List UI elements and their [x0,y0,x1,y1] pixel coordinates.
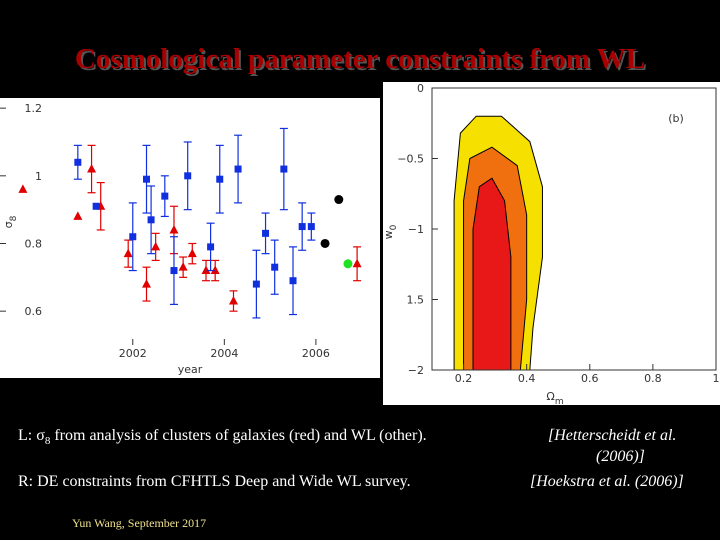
point [201,265,211,275]
point [87,164,97,173]
point [73,211,83,220]
y-tick-label: 0.8 [25,237,43,250]
x-tick-label: 0.4 [518,372,536,385]
point [307,223,315,231]
left-chart: 0.6 0.8 1 1.2 2002 2004 2006 year σ8 [0,102,362,376]
x-axis-label: year [178,363,203,376]
footer: Yun Wang, September 2017 [72,516,206,530]
x-axis-label: Ωm [546,390,563,407]
y-axis-label-main: σ [2,221,15,228]
point [252,280,260,288]
annotation: (b) [668,112,684,125]
point [170,267,178,275]
point [334,195,344,205]
right-panel [383,82,720,405]
x-tick-label: 0.2 [455,372,473,385]
y-tick-label: −1 [408,223,424,236]
y-tick-label: 1.5 [407,294,425,307]
point [352,258,362,268]
y-tick-label: −2 [408,364,424,377]
point [320,238,330,248]
x-tick-label: 2006 [302,347,330,360]
y-tick-label: 0 [417,82,424,95]
point [207,243,215,251]
y-axis-label-sub: 8 [9,215,19,221]
caption-text: from analysis of clusters of galaxies (r… [50,427,426,444]
point [289,277,297,285]
point [142,279,152,288]
x-tick-label: 0.8 [644,372,662,385]
confidence-region [472,177,512,371]
point [280,165,288,173]
point [262,229,270,237]
x-tick-label: 2004 [210,347,238,360]
title-shadow: Cosmological parameter constraints from … [77,45,647,77]
caption-subscript: 8 [45,435,51,447]
point [228,296,238,305]
y-axis-label: σ8 [2,215,19,228]
y-tick-label: 1.2 [25,102,43,115]
y-tick-label: 1 [35,170,42,183]
y-axis-label-sub: 0 [389,224,399,230]
point [343,259,353,269]
point [184,172,192,180]
y-tick-label: −0.5 [397,153,424,166]
point [271,263,279,271]
caption-text: L: σ [18,427,45,444]
y-axis-label-main: w [382,230,395,239]
left-panel [0,98,380,378]
y-tick-label: 0.6 [25,305,43,318]
caption-line: L: σ8 from analysis of clusters of galax… [18,427,427,447]
reference: (2006)] [596,448,645,465]
point [143,175,151,183]
x-axis-label-main: Ω [546,390,554,403]
point [210,265,220,275]
x-tick-label: 2002 [119,347,147,360]
x-axis-label-sub: m [555,397,564,407]
point [151,241,161,251]
point [123,248,133,258]
point [234,165,242,173]
point [92,202,100,210]
point [161,192,169,200]
y-axis-label: w0 [382,224,399,239]
x-tick-label: 1 [713,372,720,385]
slide-title: Cosmological parameter constraints from … [75,43,645,75]
point [169,224,179,234]
point [147,216,155,224]
point [187,248,197,258]
point [216,175,224,183]
point [18,184,28,193]
reference: [Hoekstra et al. (2006)] [530,473,684,490]
point [129,233,137,241]
reference: [Hetterscheidt et al. [548,427,676,444]
point [298,223,306,231]
caption-line: R: DE constraints from CFHTLS Deep and W… [18,473,411,490]
x-tick-label: 0.6 [581,372,599,385]
point [74,158,82,166]
point [178,262,188,271]
